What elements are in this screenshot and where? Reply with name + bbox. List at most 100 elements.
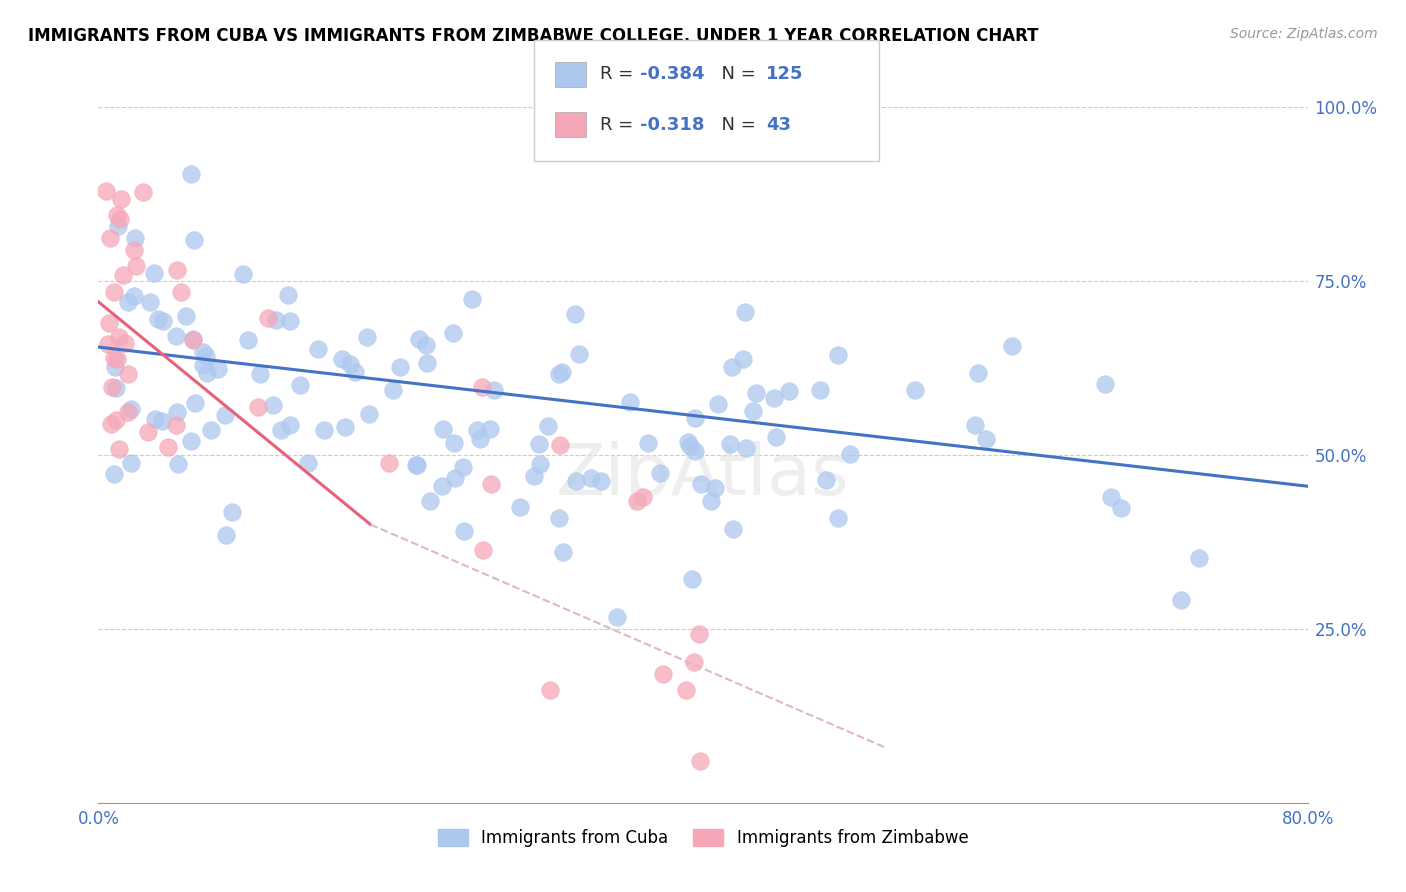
Point [718,437,741,451]
Point [207,362,229,376]
Point [105,208,128,222]
Point [470,432,492,446]
Point [432,422,454,436]
Point [808,383,831,397]
Point [97,336,120,351]
Point [681,572,703,586]
Point [406,458,429,472]
Point [108,212,131,227]
Point [117,404,139,418]
Point [1170,592,1192,607]
Text: R =: R = [600,65,640,83]
Point [419,493,441,508]
Point [377,456,399,470]
Point [103,351,125,366]
Point [143,412,166,426]
Point [104,359,127,374]
Point [138,425,160,440]
Point [166,458,188,472]
Point [339,358,361,372]
Point [591,474,613,488]
Text: -0.384: -0.384 [640,65,704,83]
Point [107,351,129,366]
Point [100,417,122,431]
Point [330,352,353,367]
Point [103,467,125,481]
Point [564,307,586,321]
Point [97,316,120,330]
Point [105,413,128,427]
Point [721,359,744,374]
Point [165,418,187,433]
Point [266,313,288,327]
Point [122,289,145,303]
Point [174,309,197,323]
Point [453,524,475,538]
Point [214,408,236,422]
Point [637,436,659,450]
Point [537,419,560,434]
Point [191,358,214,372]
Point [111,268,134,282]
Point [606,609,628,624]
Point [94,184,117,198]
Point [105,381,128,395]
Point [550,438,572,452]
Point [568,347,591,361]
Text: -0.318: -0.318 [640,116,704,134]
Point [443,436,465,450]
Point [120,456,142,470]
Point [689,755,711,769]
Point [1109,500,1132,515]
Point [509,500,531,514]
Point [191,345,214,359]
Point [221,505,243,519]
Point [651,667,673,681]
Point [690,476,713,491]
Point [108,442,131,456]
Point [100,231,122,245]
Point [297,456,319,470]
Point [152,314,174,328]
Point [215,528,238,542]
Point [357,407,380,421]
Point [465,423,488,437]
Point [619,395,641,409]
Point [278,417,301,432]
Point [132,185,155,199]
Point [548,511,571,525]
Point [565,475,588,489]
Point [184,396,207,410]
Point [408,332,430,346]
Point [120,401,142,416]
Point [148,312,170,326]
Point [679,439,702,453]
Point [441,326,464,340]
Point [1094,376,1116,391]
Point [1188,550,1211,565]
Point [626,494,648,508]
Point [194,349,217,363]
Point [262,398,284,412]
Point [721,522,744,536]
Point [579,471,602,485]
Point [180,167,202,181]
Point [963,417,986,432]
Point [838,447,860,461]
Point [125,259,148,273]
Point [827,511,849,525]
Point [733,352,755,367]
Point [778,384,800,399]
Point [827,348,849,362]
Point [685,410,707,425]
Text: 43: 43 [766,116,792,134]
Point [181,332,204,346]
Point [675,683,697,698]
Point [479,476,502,491]
Point [344,365,367,379]
Point [762,392,785,406]
Point [479,421,502,435]
Point [388,360,411,375]
Point [1099,490,1122,504]
Point [707,397,730,411]
